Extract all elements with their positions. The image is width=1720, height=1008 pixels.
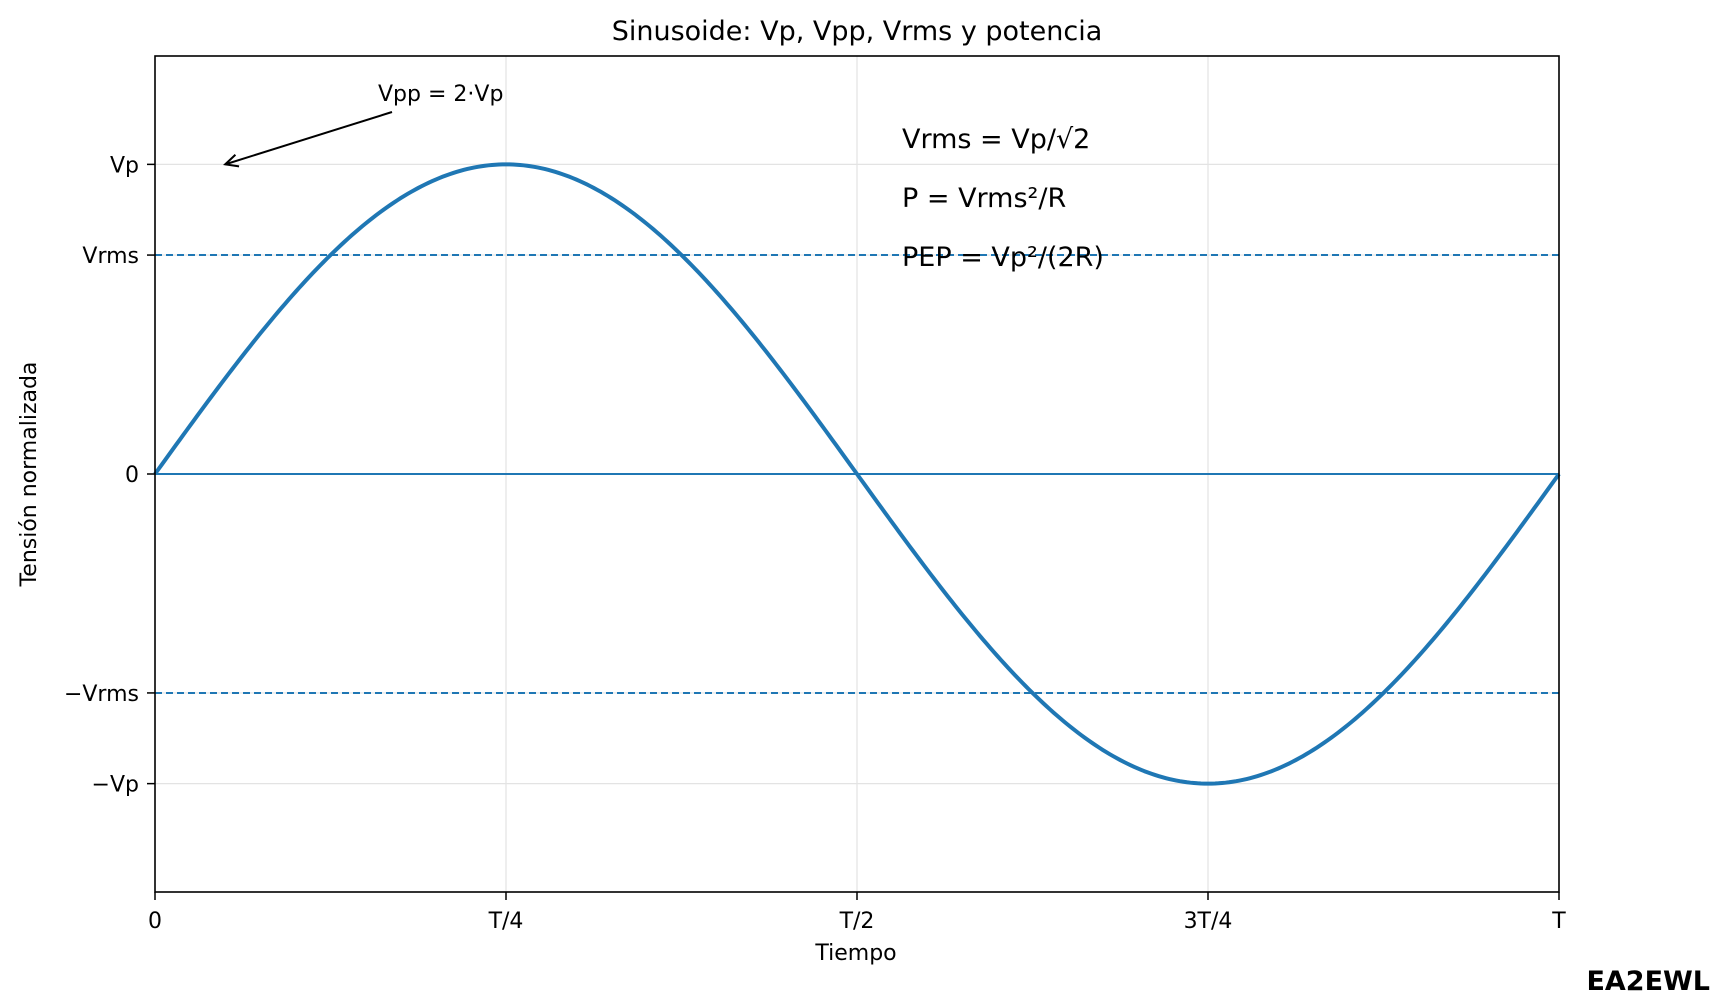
series-layer — [153, 162, 1561, 786]
y-tick-label: −Vp — [92, 773, 139, 798]
annotation-arrow — [224, 111, 393, 166]
watermark-callsign: EA2EWL — [1586, 966, 1710, 997]
y-tick-label: Vp — [110, 153, 139, 178]
annotation-arrowhead — [223, 154, 240, 168]
x-tick-label: T/2 — [839, 909, 875, 934]
chart-title: Sinusoide: Vp, Vpp, Vrms y potencia — [612, 16, 1103, 47]
y-tick-label: Vrms — [82, 244, 139, 269]
formula-vrms: Vrms = Vp/√2 — [902, 124, 1090, 155]
y-tick-label: 0 — [125, 463, 139, 488]
x-tick-label: 0 — [148, 909, 162, 934]
y-tick-label: −Vrms — [64, 682, 139, 707]
x-axis-label: Tiempo — [814, 941, 896, 966]
annotation: Vpp = 2·Vp — [223, 82, 503, 168]
y-axis-ticks: Vp Vrms 0 −Vrms −Vp — [64, 153, 155, 798]
x-tick-label: T/4 — [488, 909, 524, 934]
x-axis-ticks: 0 T/4 T/2 3T/4 T — [148, 892, 1566, 934]
y-axis-label: Tensión normalizada — [17, 362, 42, 588]
annotation-label: Vpp = 2·Vp — [378, 82, 503, 107]
sine-wave-line — [153, 162, 1561, 786]
x-tick-label: 3T/4 — [1184, 909, 1233, 934]
formula-pep: PEP = Vp²/(2R) — [902, 242, 1104, 273]
formula-box: Vrms = Vp/√2 P = Vrms²/R PEP = Vp²/(2R) — [902, 124, 1104, 273]
formula-power: P = Vrms²/R — [902, 183, 1066, 214]
x-tick-label: T — [1551, 909, 1566, 934]
